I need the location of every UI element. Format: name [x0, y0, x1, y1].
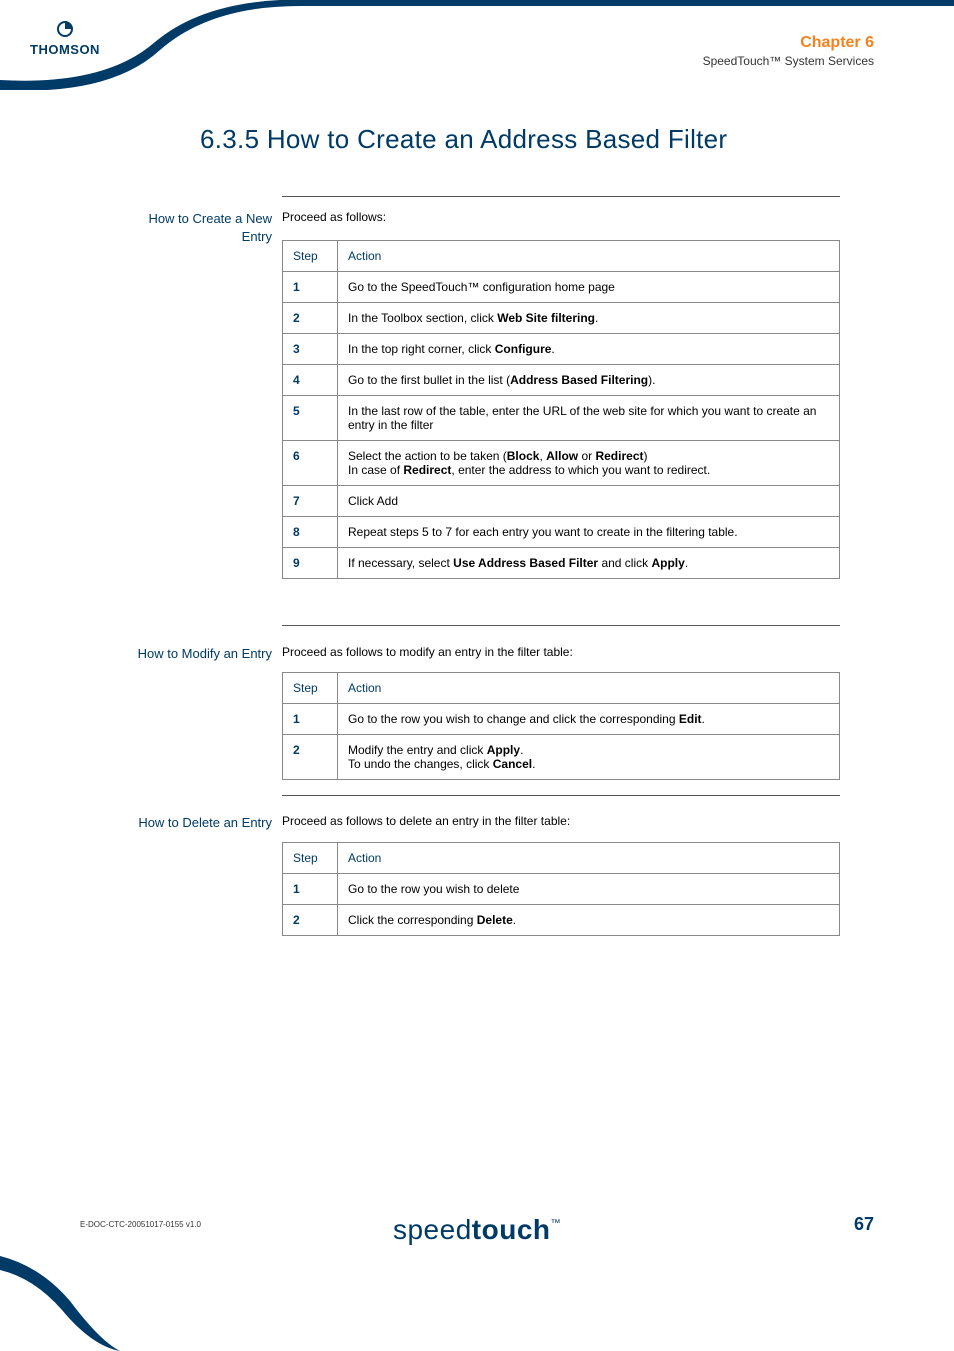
table-row: 2In the Toolbox section, click Web Site … — [283, 303, 840, 334]
table-header-row: Step Action — [283, 673, 840, 704]
step-action: Click the corresponding Delete. — [338, 905, 840, 936]
col-step: Step — [283, 241, 338, 272]
table-row: 1Go to the row you wish to delete — [283, 874, 840, 905]
step-action: Go to the SpeedTouch™ configuration home… — [338, 272, 840, 303]
table-row: 7Click Add — [283, 486, 840, 517]
step-number: 5 — [283, 396, 338, 441]
footer-page-number: 67 — [854, 1214, 874, 1235]
section-divider — [282, 795, 840, 796]
section-label-delete: How to Delete an Entry — [100, 814, 272, 832]
table-row: 5In the last row of the table, enter the… — [283, 396, 840, 441]
footer-curve — [0, 1256, 120, 1351]
col-action: Action — [338, 241, 840, 272]
col-step: Step — [283, 673, 338, 704]
section-label-modify: How to Modify an Entry — [100, 645, 272, 663]
page-title: 6.3.5 How to Create an Address Based Fil… — [200, 124, 727, 155]
intro-create: Proceed as follows: — [282, 210, 386, 224]
col-action: Action — [338, 843, 840, 874]
footer-logo-bold: touch — [472, 1214, 551, 1245]
table-modify: Step Action 1Go to the row you wish to c… — [282, 672, 840, 780]
step-number: 3 — [283, 334, 338, 365]
step-action: In the last row of the table, enter the … — [338, 396, 840, 441]
table-row: 6Select the action to be taken (Block, A… — [283, 441, 840, 486]
table-row: 1Go to the SpeedTouch™ configuration hom… — [283, 272, 840, 303]
table-row: 2Modify the entry and click Apply.To und… — [283, 735, 840, 780]
step-number: 7 — [283, 486, 338, 517]
step-action: Go to the first bullet in the list (Addr… — [338, 365, 840, 396]
brand-symbol — [30, 20, 100, 42]
footer-logo-thin: speed — [393, 1214, 472, 1245]
step-number: 1 — [283, 874, 338, 905]
step-number: 8 — [283, 517, 338, 548]
step-number: 6 — [283, 441, 338, 486]
brand-logo: THOMSON — [30, 20, 100, 57]
step-action: Select the action to be taken (Block, Al… — [338, 441, 840, 486]
footer-logo: speedtouch™ — [0, 1214, 954, 1246]
step-action: Modify the entry and click Apply.To undo… — [338, 735, 840, 780]
footer-logo-tm: ™ — [551, 1218, 562, 1229]
table-row: 4Go to the first bullet in the list (Add… — [283, 365, 840, 396]
header-bar — [280, 0, 954, 6]
section-divider — [282, 196, 840, 197]
step-action: If necessary, select Use Address Based F… — [338, 548, 840, 579]
step-action: Go to the row you wish to change and cli… — [338, 704, 840, 735]
table-delete: Step Action 1Go to the row you wish to d… — [282, 842, 840, 936]
intro-modify: Proceed as follows to modify an entry in… — [282, 645, 573, 659]
step-number: 4 — [283, 365, 338, 396]
step-action: Click Add — [338, 486, 840, 517]
table-header-row: Step Action — [283, 241, 840, 272]
step-action: Repeat steps 5 to 7 for each entry you w… — [338, 517, 840, 548]
step-number: 2 — [283, 735, 338, 780]
step-action: In the top right corner, click Configure… — [338, 334, 840, 365]
table-header-row: Step Action — [283, 843, 840, 874]
table-row: 2Click the corresponding Delete. — [283, 905, 840, 936]
table-row: 9If necessary, select Use Address Based … — [283, 548, 840, 579]
chapter-subtitle: SpeedTouch™ System Services — [703, 54, 874, 68]
step-number: 1 — [283, 272, 338, 303]
step-action: Go to the row you wish to delete — [338, 874, 840, 905]
table-create: Step Action 1Go to the SpeedTouch™ confi… — [282, 240, 840, 579]
step-number: 1 — [283, 704, 338, 735]
section-label-create: How to Create a New Entry — [100, 210, 272, 246]
section-divider — [282, 625, 840, 626]
intro-delete: Proceed as follows to delete an entry in… — [282, 814, 570, 828]
step-number: 2 — [283, 905, 338, 936]
col-step: Step — [283, 843, 338, 874]
step-action: In the Toolbox section, click Web Site f… — [338, 303, 840, 334]
table-row: 8Repeat steps 5 to 7 for each entry you … — [283, 517, 840, 548]
brand-name: THOMSON — [30, 42, 100, 57]
col-action: Action — [338, 673, 840, 704]
chapter-label: Chapter 6 — [703, 34, 874, 52]
header-right: Chapter 6 SpeedTouch™ System Services — [703, 34, 874, 68]
table-row: 1Go to the row you wish to change and cl… — [283, 704, 840, 735]
table-row: 3In the top right corner, click Configur… — [283, 334, 840, 365]
step-number: 9 — [283, 548, 338, 579]
step-number: 2 — [283, 303, 338, 334]
